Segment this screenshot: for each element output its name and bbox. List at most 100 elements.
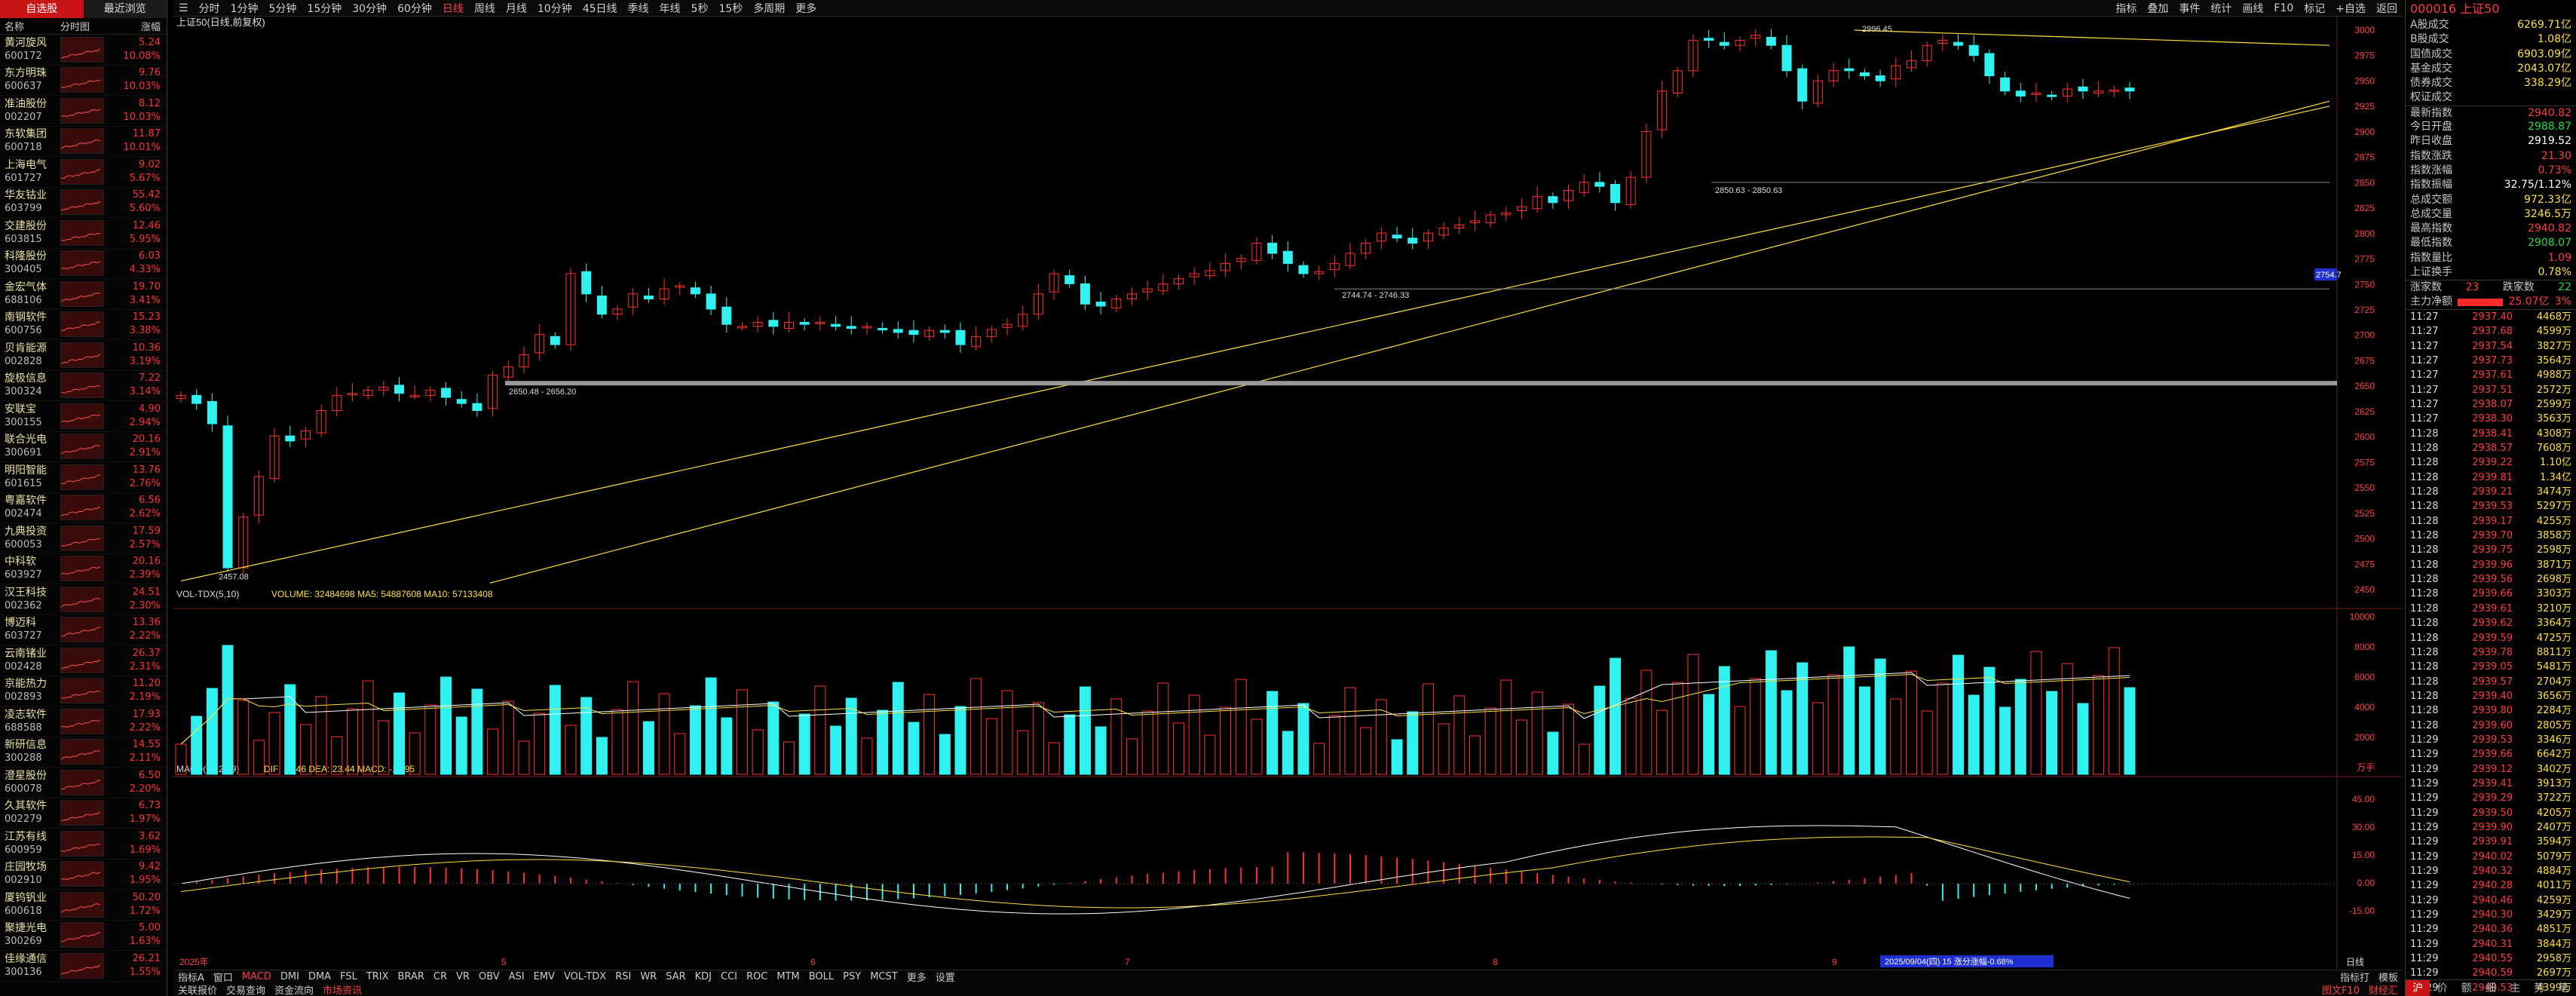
- tab-recent[interactable]: 最近浏览: [83, 0, 167, 18]
- tool-指标[interactable]: 指标: [2115, 2, 2137, 15]
- indicator-指标A[interactable]: 指标A: [178, 973, 204, 984]
- tab-watchlist[interactable]: 自选股: [0, 0, 84, 18]
- quote-tab[interactable]: 主: [2510, 982, 2521, 994]
- period-日线[interactable]: 日线: [442, 2, 464, 15]
- stock-row[interactable]: 厦钨钒业 600618 50.20 1.72%: [0, 890, 167, 921]
- stock-row[interactable]: 联合光电 300691 20.16 2.91%: [0, 432, 167, 462]
- indicator-FSL[interactable]: FSL: [340, 971, 357, 982]
- period-年线[interactable]: 年线: [659, 2, 681, 15]
- period-30分钟[interactable]: 30分钟: [352, 2, 387, 15]
- period-60分钟[interactable]: 60分钟: [397, 2, 432, 15]
- tool-统计[interactable]: 统计: [2210, 2, 2232, 15]
- quote-tab[interactable]: 沪: [2406, 980, 2431, 996]
- period-季线[interactable]: 季线: [627, 2, 649, 15]
- info-link[interactable]: 市场资讯: [323, 985, 363, 996]
- indicator-ROC[interactable]: ROC: [746, 971, 768, 982]
- indicator-DMI[interactable]: DMI: [280, 971, 299, 982]
- indicator-ASI[interactable]: ASI: [508, 971, 525, 982]
- stock-row[interactable]: 南钢软件 600756 15.23 3.38%: [0, 310, 167, 340]
- bottom-right-item[interactable]: 图文F10: [2321, 985, 2360, 996]
- bottom-right-item[interactable]: 模板: [2378, 973, 2398, 984]
- info-link[interactable]: 交易查询: [226, 985, 266, 996]
- tool-事件[interactable]: 事件: [2179, 2, 2201, 15]
- tool-F10[interactable]: F10: [2274, 2, 2294, 14]
- indicator-KDJ[interactable]: KDJ: [694, 971, 712, 982]
- stock-row[interactable]: 黄河旋风 600172 5.24 10.08%: [0, 35, 167, 66]
- indicator-窗口[interactable]: 窗口: [213, 973, 233, 984]
- stock-row[interactable]: 贝肯能源 002828 10.36 3.19%: [0, 340, 167, 371]
- info-link[interactable]: 资金流向: [274, 985, 314, 996]
- indicator-更多[interactable]: 更多: [906, 973, 927, 984]
- stock-row[interactable]: 东软集团 600718 11.87 10.01%: [0, 127, 167, 157]
- tool-画线[interactable]: 画线: [2242, 2, 2264, 15]
- indicator-VOL-TDX[interactable]: VOL-TDX: [563, 971, 607, 982]
- period-10分钟[interactable]: 10分钟: [537, 2, 572, 15]
- quote-tab[interactable]: 笔: [2558, 982, 2569, 994]
- stock-row[interactable]: 金宏气体 688106 19.70 3.41%: [0, 279, 167, 310]
- period-1分钟[interactable]: 1分钟: [230, 2, 259, 15]
- stock-row[interactable]: 京能热力 002893 11.20 2.19%: [0, 676, 167, 706]
- period-周线[interactable]: 周线: [473, 2, 495, 15]
- period-5分钟[interactable]: 5分钟: [268, 2, 297, 15]
- period-多周期[interactable]: 多周期: [753, 2, 786, 15]
- stock-row[interactable]: 准油股份 002207 8.12 10.03%: [0, 96, 167, 127]
- period-5秒[interactable]: 5秒: [691, 2, 709, 15]
- stock-row[interactable]: 新研信息 300288 14.55 2.11%: [0, 737, 167, 768]
- stock-row[interactable]: 明阳智能 601615 13.76 2.76%: [0, 462, 167, 493]
- indicator-BOLL[interactable]: BOLL: [808, 971, 835, 982]
- stock-row[interactable]: 安联宝 300155 4.90 2.94%: [0, 401, 167, 432]
- period-分时[interactable]: 分时: [198, 2, 220, 15]
- stock-row[interactable]: 粤嘉软件 002474 6.56 2.62%: [0, 493, 167, 523]
- header-name[interactable]: 名称: [5, 22, 25, 33]
- stock-row[interactable]: 云南锗业 002428 26.37 2.31%: [0, 645, 167, 676]
- indicator-CCI[interactable]: CCI: [721, 971, 738, 982]
- stock-row[interactable]: 博迈科 603727 13.36 2.22%: [0, 615, 167, 645]
- stock-row[interactable]: 澄星股份 600078 6.50 2.20%: [0, 768, 167, 798]
- header-sparkline[interactable]: 分时图: [60, 22, 90, 33]
- stock-row[interactable]: 上海电气 601727 9.02 5.67%: [0, 157, 167, 188]
- quote-tab[interactable]: 势: [2534, 982, 2545, 994]
- header-change[interactable]: 涨幅: [140, 22, 161, 33]
- quote-tab[interactable]: 细: [2485, 982, 2496, 994]
- tool-标记[interactable]: 标记: [2304, 2, 2326, 15]
- stock-row[interactable]: 旋极信息 300324 7.22 3.14%: [0, 371, 167, 401]
- info-link[interactable]: 关联报价: [178, 985, 218, 996]
- tool-叠加[interactable]: 叠加: [2147, 2, 2169, 15]
- indicator-PSY[interactable]: PSY: [843, 971, 862, 982]
- tick-list[interactable]: 11:27 2937.40 4468万 11:27 2937.68 4599万 11:27 2…: [2406, 308, 2576, 996]
- stock-row[interactable]: 华友钴业 603799 55.42 5.60%: [0, 188, 167, 218]
- indicator-SAR[interactable]: SAR: [666, 971, 686, 982]
- quote-tab[interactable]: 额: [2461, 982, 2472, 994]
- indicator-EMV[interactable]: EMV: [533, 971, 555, 982]
- period-更多[interactable]: 更多: [795, 2, 817, 15]
- stock-row[interactable]: 科隆股份 300405 6.03 4.33%: [0, 249, 167, 279]
- stock-row[interactable]: 中科软 603927 20.16 2.39%: [0, 554, 167, 584]
- stock-row[interactable]: 江苏有线 600959 3.62 1.69%: [0, 829, 167, 860]
- kline-chart[interactable]: 上证50(日线,前复权) VOL-TDX(5,10) VOLUME: 3248469…: [173, 17, 2403, 970]
- indicator-RSI[interactable]: RSI: [615, 971, 632, 982]
- indicator-BRAR[interactable]: BRAR: [397, 971, 424, 982]
- indicator-DMA[interactable]: DMA: [308, 971, 332, 982]
- stock-row[interactable]: 九典投资 600053 17.59 2.57%: [0, 523, 167, 554]
- stock-row[interactable]: 佳缘通信 300136 26.21 1.55%: [0, 951, 167, 982]
- tool-返回[interactable]: 返回: [2376, 2, 2397, 15]
- chart-canvas[interactable]: 上证50(日线,前复权) VOL-TDX(5,10) VOLUME: 3248469…: [173, 17, 2403, 970]
- period-月线[interactable]: 月线: [505, 2, 527, 15]
- stock-row[interactable]: 汉王科技 002362 24.51 2.30%: [0, 584, 167, 615]
- tool-+自选[interactable]: +自选: [2336, 2, 2366, 15]
- indicator-MCST[interactable]: MCST: [870, 971, 898, 982]
- indicator-OBV[interactable]: OBV: [478, 971, 500, 982]
- indicator-MTM[interactable]: MTM: [776, 971, 800, 982]
- stock-row[interactable]: 聚捷光电 300269 5.00 1.63%: [0, 921, 167, 951]
- indicator-MACD[interactable]: MACD: [241, 971, 271, 982]
- bottom-right-item[interactable]: 财经汇: [2368, 985, 2398, 996]
- stock-row[interactable]: 交建股份 603815 12.46 5.95%: [0, 218, 167, 249]
- bottom-right-item[interactable]: 指标打: [2339, 973, 2369, 984]
- period-45日线[interactable]: 45日线: [582, 2, 617, 15]
- quote-tab[interactable]: 价: [2437, 982, 2448, 994]
- stock-row[interactable]: 久其软件 002279 6.73 1.97%: [0, 798, 167, 829]
- period-15秒[interactable]: 15秒: [718, 2, 743, 15]
- indicator-VR[interactable]: VR: [456, 971, 470, 982]
- indicator-TRIX[interactable]: TRIX: [366, 971, 389, 982]
- menu-icon[interactable]: ☰: [179, 2, 188, 14]
